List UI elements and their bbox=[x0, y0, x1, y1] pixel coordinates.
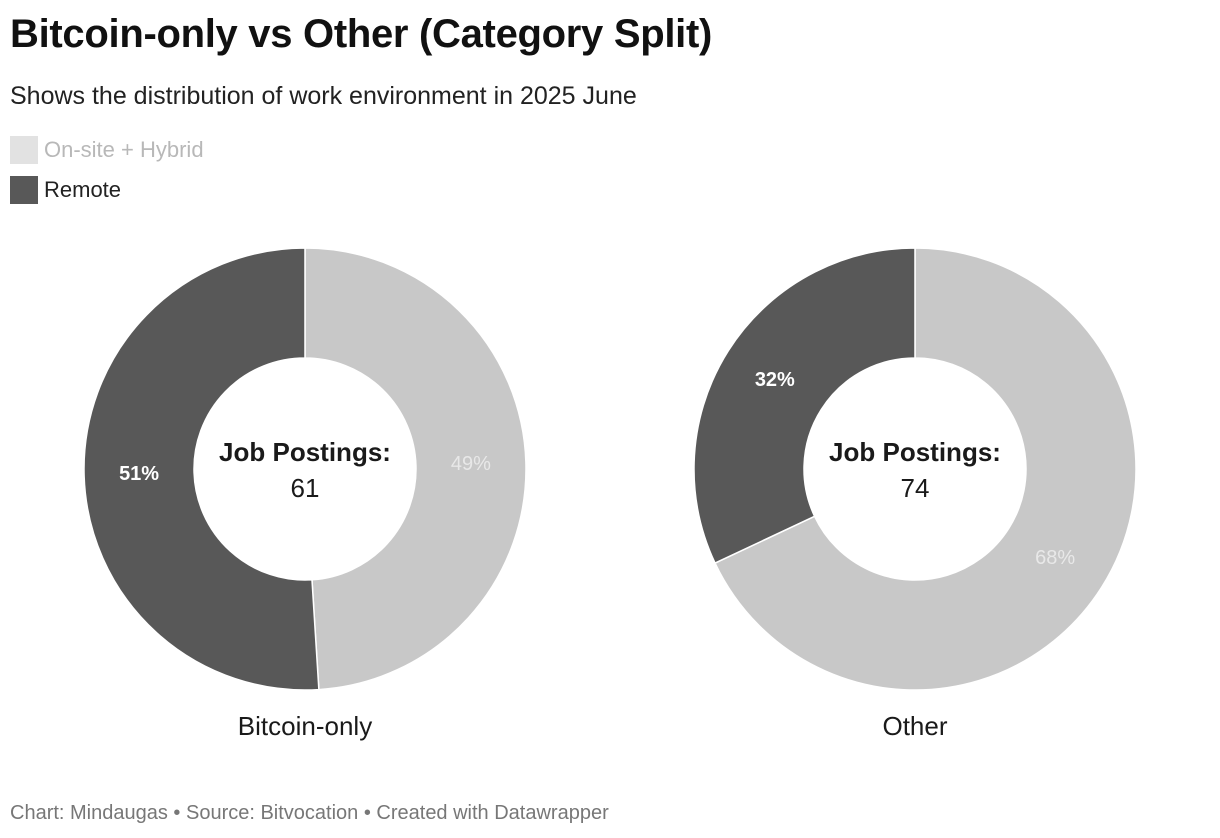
center-label-bitcoin-only: Job Postings: bbox=[219, 437, 391, 467]
chart-footer: Chart: Mindaugas • Source: Bitvocation •… bbox=[10, 802, 609, 824]
center-label-other: Job Postings: bbox=[829, 437, 1001, 467]
legend: On-site + Hybrid Remote bbox=[10, 135, 204, 215]
chart-name-bitcoin-only: Bitcoin-only bbox=[238, 711, 372, 741]
legend-swatch-remote bbox=[10, 176, 38, 204]
slice-label-bitcoin-only-remote: 51% bbox=[119, 463, 159, 485]
legend-item-remote: Remote bbox=[10, 175, 204, 205]
chart-subtitle: Shows the distribution of work environme… bbox=[10, 82, 637, 110]
legend-item-onsite-hybrid: On-site + Hybrid bbox=[10, 135, 204, 165]
slice-bitcoin-only-remote bbox=[83, 247, 320, 691]
slice-other-remote bbox=[693, 247, 916, 565]
legend-swatch-onsite-hybrid bbox=[10, 136, 38, 164]
legend-label-onsite-hybrid: On-site + Hybrid bbox=[44, 137, 204, 162]
center-value-bitcoin-only: 61 bbox=[291, 473, 320, 503]
chart-name-other: Other bbox=[882, 711, 947, 741]
slice-bitcoin-only-on-site-hybrid bbox=[304, 247, 527, 691]
chart-title: Bitcoin-only vs Other (Category Split) bbox=[10, 12, 712, 56]
slice-label-other-remote: 32% bbox=[755, 369, 795, 391]
slice-label-bitcoin-only-on-site-hybrid: 49% bbox=[451, 453, 491, 475]
slice-label-other-on-site-hybrid: 68% bbox=[1035, 547, 1075, 569]
center-value-other: 74 bbox=[901, 473, 930, 503]
legend-label-remote: Remote bbox=[44, 177, 122, 202]
slice-other-on-site-hybrid bbox=[714, 247, 1137, 691]
